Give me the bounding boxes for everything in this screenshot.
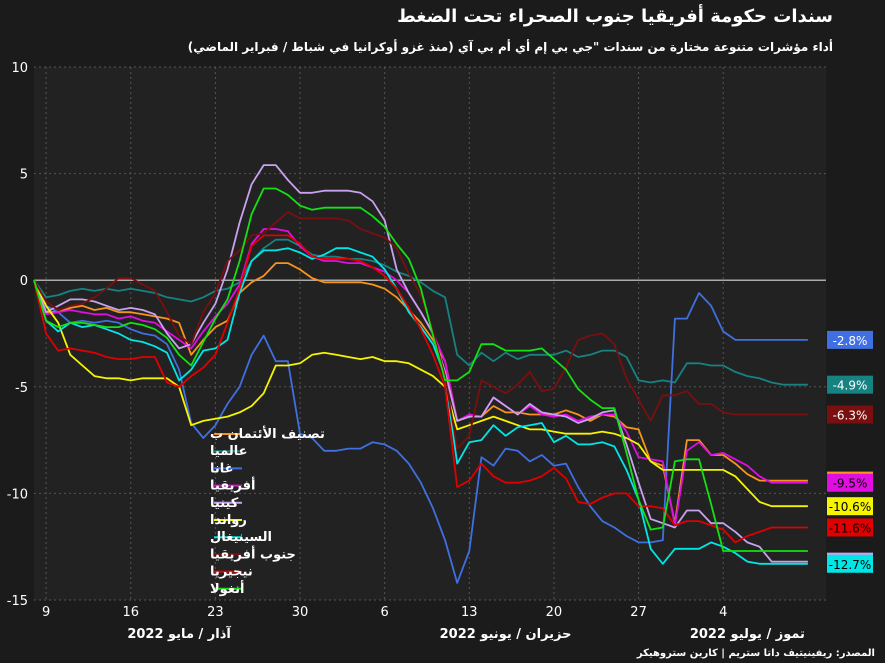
- end-label: -10.6%: [827, 497, 873, 516]
- end-label: -2.8%: [827, 330, 873, 349]
- legend-item: السينيغال: [210, 530, 272, 545]
- month-label: تموز / يوليو 2022: [690, 627, 805, 642]
- month-label: حزيران / يونيو 2022: [440, 627, 572, 642]
- end-label-box: [827, 330, 873, 349]
- series-line: [33, 234, 808, 544]
- legend-item: كينيا: [210, 496, 242, 511]
- legend-label: كينيا: [210, 496, 239, 511]
- legend-label: تصنيف الأئتمان ب: [210, 425, 325, 442]
- legend-item: أفريقيا: [210, 477, 255, 494]
- legend-label: أفريقيا: [210, 477, 255, 494]
- end-label-text: -10.6%: [829, 500, 871, 514]
- y-tick-label: -10: [7, 487, 28, 502]
- legend-item: أنغولا: [210, 580, 245, 597]
- legend-item: تصنيف الأئتمان ب: [210, 425, 325, 442]
- end-label-box: [827, 405, 873, 424]
- end-label: -6.3%: [827, 405, 873, 424]
- end-label-text: -2.8%: [833, 334, 868, 348]
- x-tick-label: 30: [292, 605, 309, 620]
- end-label-text: -4.9%: [833, 379, 868, 393]
- series-line: [33, 279, 808, 508]
- y-tick-label: 0: [20, 274, 28, 289]
- legend-label: غانا: [210, 461, 234, 476]
- x-tick-label: 20: [546, 605, 563, 620]
- end-label-box: [827, 375, 873, 394]
- end-label: -9.5%: [827, 473, 873, 492]
- x-tick-label: 13: [461, 605, 478, 620]
- legend-label: عالميا: [210, 444, 248, 459]
- legend-label: أنغولا: [210, 580, 245, 597]
- end-label-text: -12.7%: [829, 558, 871, 572]
- end-label: -12.7%: [827, 554, 873, 573]
- x-tick-label: 27: [630, 605, 647, 620]
- legend-item: غانا: [210, 461, 242, 476]
- x-tick-label: 6: [381, 605, 389, 620]
- x-tick-label: 4: [719, 605, 727, 620]
- legend-label: نيجيريا: [210, 565, 253, 580]
- legend-label: السينيغال: [210, 530, 272, 545]
- y-tick-label: 5: [20, 168, 28, 183]
- series-line: [33, 164, 808, 563]
- end-label: -11.6%: [827, 518, 873, 537]
- x-tick-label: 9: [42, 605, 50, 620]
- chart-subtitle: أداء مؤشرات متنوعة مختارة من سندات "جي ب…: [187, 40, 833, 54]
- y-tick-label: -5: [15, 381, 28, 396]
- legend-item: نيجيريا: [210, 565, 253, 580]
- end-label: -4.9%: [827, 375, 873, 394]
- series-line: [33, 238, 808, 386]
- end-label-box: [827, 473, 873, 492]
- month-label: آذار / مايو 2022: [127, 625, 231, 642]
- end-label-text: -9.5%: [833, 477, 868, 491]
- legend-item: رواندا: [210, 513, 247, 528]
- x-tick-label: 16: [122, 605, 139, 620]
- end-label-box: [827, 518, 873, 537]
- series-line: [33, 247, 808, 565]
- legend-label: رواندا: [210, 513, 247, 528]
- end-label-box: [827, 497, 873, 516]
- chart-title: سندات حكومة أفريقيا جنوب الصحراء تحت الض…: [397, 6, 833, 27]
- legend-item: جنوب أفريقيا: [210, 545, 296, 562]
- series-line: [33, 187, 808, 552]
- x-tick-label: 23: [207, 605, 224, 620]
- series-line: [33, 279, 808, 584]
- end-label-text: -11.6%: [829, 522, 871, 536]
- source-note: المصدر: ريفينيتيف داتا ستريم | كارين ستر…: [636, 648, 875, 659]
- y-tick-label: -15: [7, 594, 28, 609]
- end-label-text: -6.3%: [833, 409, 868, 423]
- legend-item: عالميا: [210, 444, 248, 459]
- y-tick-label: 10: [11, 61, 28, 76]
- series-line: [33, 211, 808, 450]
- legend-label: جنوب أفريقيا: [210, 545, 296, 562]
- end-label-box: [827, 554, 873, 573]
